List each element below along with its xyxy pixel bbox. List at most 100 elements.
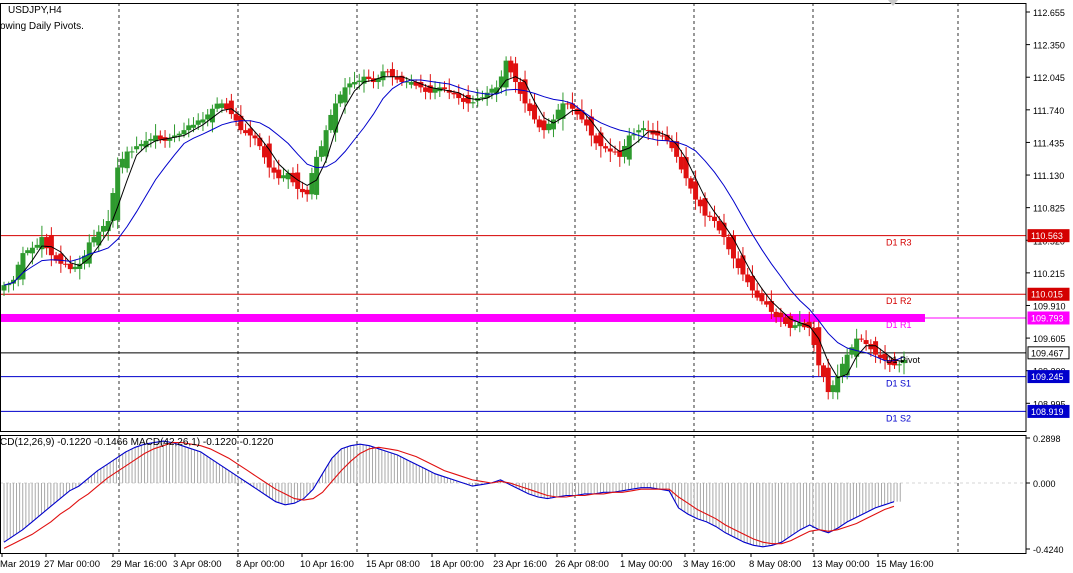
- price-tick-label: 110.825: [1033, 204, 1065, 214]
- price-tick-label: 109.605: [1033, 334, 1066, 344]
- price-tick-label: 111.130: [1033, 171, 1064, 181]
- price-tick-label: 108.995: [1033, 399, 1066, 409]
- candle-body: [484, 92, 490, 99]
- candle-body: [764, 301, 770, 305]
- pivot-label-d1-s1: D1 S1: [886, 379, 911, 389]
- candle-body: [574, 108, 580, 115]
- candle-body: [195, 120, 201, 125]
- candle-body: [342, 87, 348, 103]
- candle-body: [190, 124, 196, 128]
- candle-body: [375, 78, 381, 83]
- candle-body: [432, 88, 438, 93]
- candle-body: [825, 367, 831, 393]
- macd-axis[interactable]: 0.2898 0.000 -0.4240: [1026, 434, 1064, 555]
- pivot-label-d1-pivot: D1 Pivot: [886, 355, 921, 365]
- time-tick-label: 3 May 16:00: [683, 559, 735, 570]
- candle-body: [347, 83, 353, 88]
- candle-body: [299, 188, 305, 193]
- candle-body: [67, 263, 73, 270]
- price-tag-d1-r1: [1027, 311, 1070, 325]
- price-level-tags: 110.563 110.015 109.793 109.467 109.245 108.9…: [1027, 229, 1070, 418]
- candle-body: [110, 193, 116, 222]
- candle-body: [314, 156, 320, 195]
- macd-tick-label: 0.000: [1033, 479, 1056, 489]
- candle-body: [835, 376, 841, 393]
- candle-body: [854, 338, 860, 357]
- candle-body: [868, 343, 874, 350]
- candle-body: [167, 138, 173, 141]
- candle-body: [1, 285, 7, 291]
- time-tick-label: 3 Apr 08:00: [173, 559, 222, 570]
- macd-line: [3, 440, 895, 548]
- candle-body: [811, 327, 817, 345]
- candle-body: [527, 103, 533, 112]
- candle-body: [72, 266, 78, 270]
- candle-body: [219, 103, 225, 108]
- candle-body: [622, 145, 628, 157]
- candle-body: [569, 103, 575, 109]
- price-tick-label: 112.350: [1033, 41, 1065, 51]
- candle-body: [82, 255, 88, 264]
- candle-body: [726, 237, 732, 250]
- candle-body: [503, 60, 509, 88]
- symbol-timeframe-label: USDJPY,H4: [8, 5, 62, 16]
- candle-body: [546, 123, 552, 131]
- candle-body: [134, 146, 140, 150]
- candle-body: [34, 244, 40, 248]
- candle-body: [702, 198, 708, 216]
- candle-body: [607, 148, 613, 152]
- candle-body: [674, 141, 680, 157]
- candle-body: [508, 60, 514, 73]
- pivot-band-d1-r1: [0, 313, 925, 322]
- candle-body: [820, 365, 826, 377]
- price-tick-label: 112.655: [1033, 8, 1065, 18]
- price-tick-label: 111.435: [1033, 138, 1064, 148]
- candle-body: [115, 167, 121, 221]
- candle-body: [683, 157, 689, 179]
- price-tick-label: 112.045: [1033, 73, 1065, 83]
- candle-body: [233, 114, 239, 121]
- time-axis[interactable]: Mar 2019 27 Mar 00:00 29 Mar 16:00 3 Apr 08…: [0, 553, 934, 570]
- candle-body: [247, 128, 253, 136]
- candle-body: [157, 135, 163, 140]
- candle-body: [129, 151, 135, 153]
- candle-body: [816, 327, 822, 366]
- candle-body: [15, 264, 21, 280]
- candle-body: [181, 130, 187, 135]
- price-tick-label: 109.910: [1033, 301, 1066, 311]
- shift-marker-icon: [888, 0, 898, 6]
- candle-body: [243, 130, 249, 134]
- candle-body: [285, 172, 291, 180]
- candle-body: [266, 143, 272, 168]
- candle-body: [716, 221, 722, 231]
- candle-body: [707, 215, 713, 218]
- candle-body: [257, 137, 263, 147]
- candle-body: [124, 151, 130, 169]
- candle-body: [176, 133, 182, 136]
- price-tick-label: 111.740: [1033, 106, 1064, 116]
- candle-body: [58, 253, 64, 264]
- price-tag-d1-s2: [1027, 404, 1070, 418]
- candle-body: [768, 301, 774, 312]
- slow-ma-line: [3, 79, 905, 362]
- candle-body: [797, 322, 803, 327]
- candle-body: [228, 100, 234, 115]
- candle-body: [337, 94, 343, 104]
- time-grid-lines: [0, 3, 959, 553]
- candle-body: [712, 216, 718, 222]
- candle-body: [10, 279, 16, 284]
- candle-body: [887, 360, 893, 365]
- candle-body: [138, 143, 144, 147]
- candle-body: [356, 80, 362, 83]
- candle-body: [735, 258, 741, 269]
- macd-signal-line: [3, 442, 895, 549]
- candle-body: [6, 284, 12, 286]
- candle-body: [754, 290, 760, 298]
- time-tick-label: 15 May 16:00: [876, 559, 934, 570]
- time-tick-label: 15 Apr 08:00: [366, 559, 420, 570]
- candle-body: [697, 199, 703, 207]
- candle-body: [873, 341, 879, 355]
- candle-body: [896, 364, 902, 366]
- candle-body: [494, 87, 500, 94]
